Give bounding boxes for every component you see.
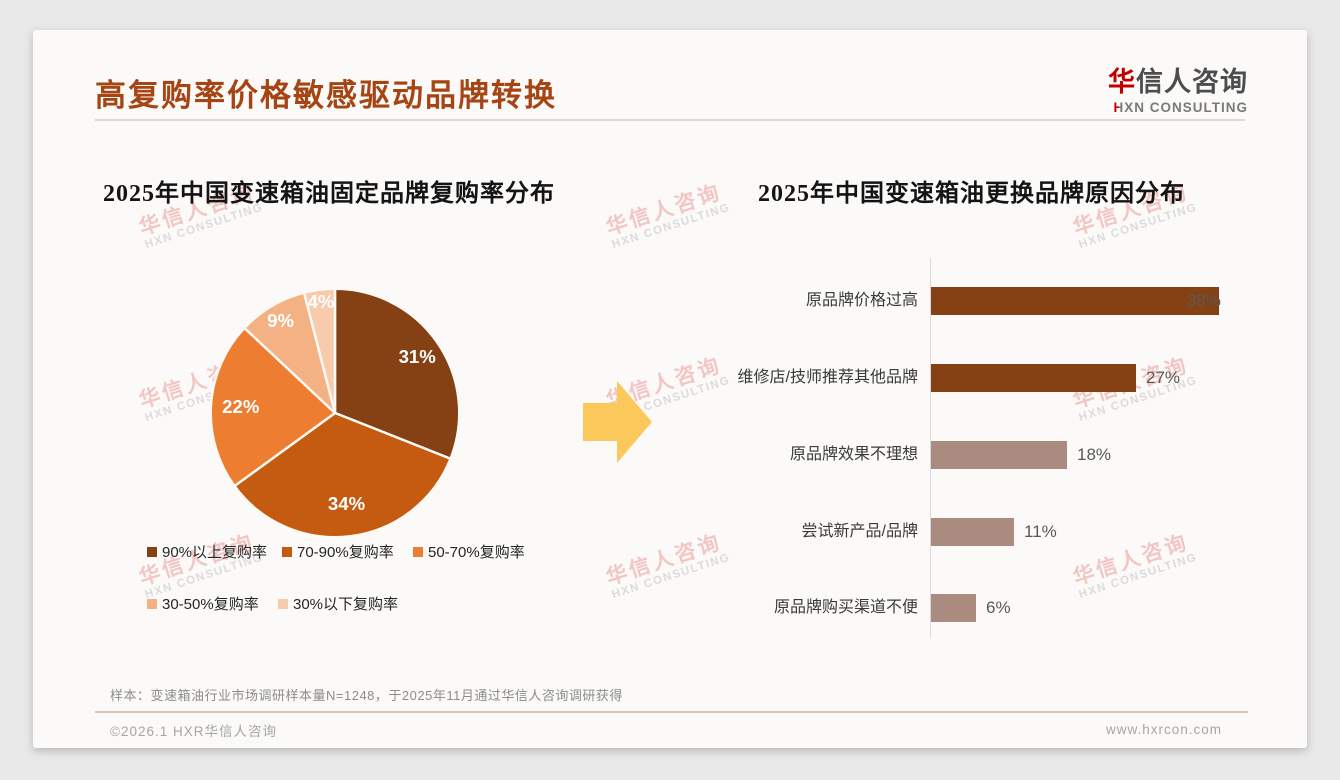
pie-slice-30%以下复购率 <box>302 287 337 415</box>
arrow-right-icon <box>583 381 652 463</box>
bar-row: 原品牌价格过高 38% <box>33 287 1307 315</box>
logo-cn-rest: 信人咨询 <box>1136 67 1248 97</box>
logo-cn-text: 华信人咨询 <box>1063 60 1248 99</box>
bar-value-label: 11% <box>1024 522 1057 541</box>
bar-chart-axis-line <box>930 258 931 637</box>
pie-data-label: 22% <box>222 396 260 417</box>
page-title: 高复购率价格敏感驱动品牌转换 <box>95 78 557 113</box>
legend-label: 30%以下复购率 <box>293 596 399 613</box>
legend-label: 30-50%复购率 <box>162 596 259 613</box>
bar-category-label: 维修店/技师推荐其他品牌 <box>737 369 918 386</box>
sample-note: 样本：变速箱油行业市场调研样本量N=1248，于2025年11月通过华信人咨询调… <box>110 688 623 703</box>
bar-row: 尝试新产品/品牌 11% <box>33 518 1307 546</box>
legend-swatch <box>278 598 288 609</box>
slide-card: 华信人咨询 HXN CONSULTING 华信人咨询 HXN CONSULTING 华信… <box>33 30 1307 748</box>
pie-slice-70-90%复购率 <box>233 411 452 539</box>
legend-label: 70-90%复购率 <box>297 544 394 561</box>
copyright-text: ©2026.1 HXR华信人咨询 <box>110 724 277 739</box>
pie-data-label: 4% <box>308 291 335 312</box>
legend-swatch <box>282 546 292 557</box>
bar-尝试新产品/品牌 <box>931 518 1014 546</box>
bar-原品牌价格过高 <box>931 287 1219 315</box>
pie-data-label: 31% <box>399 346 437 367</box>
legend-swatch <box>147 546 157 557</box>
pie-slice-90%以上复购率 <box>333 287 461 460</box>
bar-维修店/技师推荐其他品牌 <box>931 364 1136 392</box>
bar-row: 维修店/技师推荐其他品牌 27% <box>33 364 1307 392</box>
legend-label: 50-70%复购率 <box>428 544 525 561</box>
logo-cn-first-char: 华 <box>1108 67 1136 97</box>
website-url: www.hxrcon.com <box>1105 722 1222 737</box>
legend-item: 30-50%复购率 <box>147 593 259 614</box>
logo-en-first-char: H <box>1113 100 1125 115</box>
pie-slice-50-70%复购率 <box>209 326 337 488</box>
pie-data-label: 9% <box>267 310 294 331</box>
bar-value-label: 27% <box>1146 368 1181 387</box>
legend-item: 70-90%复购率 <box>282 541 394 562</box>
company-logo: 华信人咨询 HXN CONSULTING <box>1063 60 1248 115</box>
bar-原品牌效果不理想 <box>931 441 1067 469</box>
legend-swatch <box>413 546 423 557</box>
pie-chart: 31% 34% 22% 9% 4% <box>209 287 461 539</box>
bar-category-label: 原品牌购买渠道不便 <box>773 599 918 616</box>
legend-item: 90%以上复购率 <box>147 541 267 562</box>
bar-value-label: 18% <box>1077 445 1112 464</box>
bar-value-label: 6% <box>986 598 1011 617</box>
title-divider <box>95 119 1245 121</box>
bar-row: 原品牌购买渠道不便 6% <box>33 594 1307 622</box>
legend-item: 30%以下复购率 <box>278 593 398 614</box>
pie-data-label: 34% <box>328 493 366 514</box>
pie-chart-title: 2025年中国变速箱油固定品牌复购率分布 <box>103 181 555 207</box>
bar-category-label: 尝试新产品/品牌 <box>801 523 918 540</box>
legend-item: 50-70%复购率 <box>413 541 525 562</box>
bar-row: 原品牌效果不理想 18% <box>33 441 1307 469</box>
bar-原品牌购买渠道不便 <box>931 594 976 622</box>
bar-category-label: 原品牌效果不理想 <box>789 446 918 463</box>
logo-en-text: HXN CONSULTING <box>1063 100 1248 115</box>
bar-chart-title: 2025年中国变速箱油更换品牌原因分布 <box>758 181 1185 207</box>
legend-swatch <box>147 598 157 609</box>
logo-en-rest: XN CONSULTING <box>1124 100 1248 115</box>
footer-divider <box>95 711 1248 713</box>
bar-category-label: 原品牌价格过高 <box>805 292 918 309</box>
bar-value-label: 38% <box>1187 291 1222 310</box>
legend-label: 90%以上复购率 <box>162 544 268 561</box>
